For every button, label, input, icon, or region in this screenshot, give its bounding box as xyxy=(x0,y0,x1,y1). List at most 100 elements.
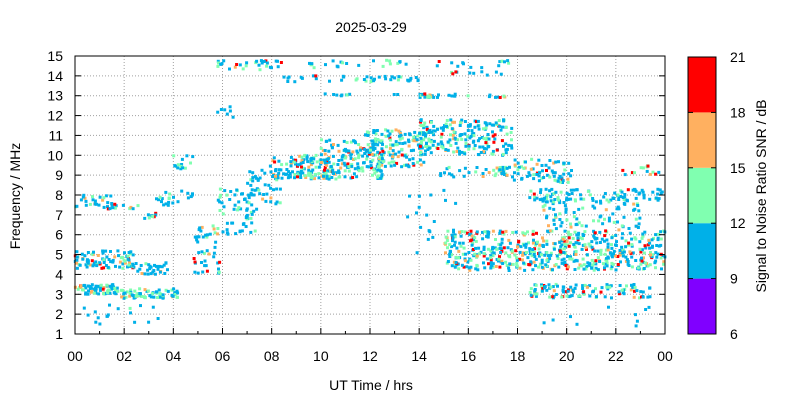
data-cell xyxy=(617,290,621,294)
data-cell xyxy=(587,263,591,267)
data-cell xyxy=(632,283,636,286)
colorbar-tick-label: 9 xyxy=(730,271,738,287)
data-cell xyxy=(92,250,95,254)
data-cell xyxy=(642,251,646,255)
data-cell xyxy=(648,263,652,267)
data-cell xyxy=(572,244,576,248)
data-cell xyxy=(559,190,563,194)
data-cell xyxy=(130,293,134,297)
data-cell xyxy=(222,59,226,63)
data-cell xyxy=(371,173,374,177)
y-tick-label: 9 xyxy=(55,167,63,183)
data-cell xyxy=(483,266,487,270)
data-cell xyxy=(476,139,480,143)
data-cell xyxy=(239,207,243,211)
data-cell xyxy=(356,151,360,155)
data-cell xyxy=(659,237,663,241)
data-cell xyxy=(393,163,397,167)
data-cell xyxy=(535,231,538,235)
data-cell xyxy=(111,206,115,210)
data-cell xyxy=(635,202,639,206)
data-cell xyxy=(484,126,488,130)
data-cell xyxy=(494,238,497,241)
data-cell xyxy=(595,236,599,240)
data-cell xyxy=(455,246,459,250)
data-cell xyxy=(454,261,458,264)
data-cell xyxy=(197,251,201,255)
data-cell xyxy=(219,62,223,66)
data-cell xyxy=(126,265,129,269)
data-cell xyxy=(541,287,545,291)
data-cell xyxy=(238,229,242,233)
data-cell xyxy=(591,247,595,251)
data-cell xyxy=(138,267,142,271)
data-cell xyxy=(621,232,624,236)
data-cell xyxy=(575,217,579,221)
data-cell xyxy=(307,171,311,175)
data-cell xyxy=(494,172,498,176)
data-cell xyxy=(445,167,449,171)
data-cell xyxy=(418,131,422,135)
data-cell xyxy=(380,157,384,161)
data-cell xyxy=(588,244,592,248)
data-cell xyxy=(399,133,403,137)
data-cell xyxy=(468,268,472,272)
data-cell xyxy=(443,171,446,175)
data-cell xyxy=(510,126,514,130)
data-cell xyxy=(249,178,253,182)
data-cell xyxy=(154,290,158,294)
data-cell xyxy=(387,134,391,138)
data-cell xyxy=(368,148,372,152)
data-cell xyxy=(304,176,308,179)
data-cell xyxy=(657,244,661,248)
data-cell xyxy=(537,174,541,178)
data-cell xyxy=(325,174,329,178)
data-cell xyxy=(228,198,232,201)
data-cell xyxy=(502,173,506,176)
data-cell xyxy=(475,230,479,234)
data-cell xyxy=(648,172,652,176)
data-cell xyxy=(454,201,458,205)
data-cell xyxy=(484,141,488,145)
data-cell xyxy=(515,262,519,265)
data-cell xyxy=(236,208,239,212)
data-cell xyxy=(507,266,511,270)
data-cell xyxy=(166,203,170,207)
data-cell xyxy=(300,76,304,80)
x-tick-label: 18 xyxy=(510,348,526,364)
data-cell xyxy=(581,206,585,210)
data-cell xyxy=(482,261,485,265)
data-cell xyxy=(314,153,318,157)
data-cell xyxy=(626,260,630,263)
data-cell xyxy=(518,250,522,254)
data-cell xyxy=(563,260,567,264)
data-cell xyxy=(223,108,227,112)
data-cell xyxy=(244,225,248,228)
data-cell xyxy=(240,192,243,196)
data-cell xyxy=(626,262,630,266)
data-cell xyxy=(367,151,371,154)
data-cell xyxy=(601,262,605,266)
data-cell xyxy=(376,138,380,142)
data-cell xyxy=(576,233,580,237)
data-cell xyxy=(388,136,392,140)
data-cell xyxy=(619,260,622,264)
data-cell xyxy=(469,265,473,269)
data-cell xyxy=(131,263,135,267)
data-cell xyxy=(219,108,223,111)
data-cell xyxy=(298,171,302,175)
data-cell xyxy=(594,262,598,266)
data-cell xyxy=(193,260,197,264)
data-cell xyxy=(92,291,96,295)
data-cell xyxy=(78,263,82,267)
data-cell xyxy=(641,234,645,238)
data-cell xyxy=(560,261,564,265)
data-cell xyxy=(556,198,560,202)
data-cell xyxy=(612,252,615,256)
data-cell xyxy=(444,251,447,255)
data-cell xyxy=(164,288,168,292)
data-cell xyxy=(265,192,269,196)
data-cell xyxy=(301,161,305,164)
data-cell xyxy=(562,201,566,204)
data-cell xyxy=(601,222,605,226)
